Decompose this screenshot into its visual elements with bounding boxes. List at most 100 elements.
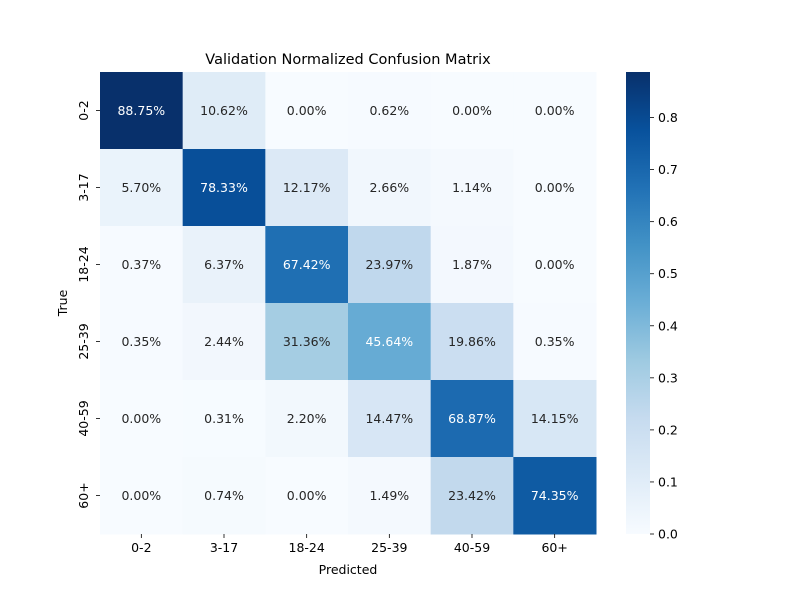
heatmap-cell: [182, 226, 266, 304]
y-tick-label: 60+: [76, 482, 91, 508]
cell-value-label: 0.00%: [287, 103, 327, 118]
colorbar: [626, 72, 650, 534]
cell-value-label: 12.17%: [283, 180, 331, 195]
cell-value-label: 0.62%: [369, 103, 409, 118]
cell-value-label: 1.49%: [369, 488, 409, 503]
colorbar-tick-label: 0.6: [658, 214, 678, 229]
heatmap-cell: [100, 380, 184, 458]
y-tick-label: 25-39: [76, 323, 91, 359]
cell-value-label: 0.00%: [287, 488, 327, 503]
y-tick-label: 18-24: [76, 246, 91, 282]
heatmap-cell: [513, 72, 597, 150]
x-tick-label: 40-59: [454, 540, 490, 555]
cell-value-label: 0.35%: [535, 334, 575, 349]
heatmap-cell: [513, 303, 597, 381]
x-tick-label: 18-24: [289, 540, 325, 555]
colorbar-tick-label: 0.8: [658, 110, 678, 125]
heatmap-cell: [348, 380, 432, 458]
x-tick-label: 0-2: [131, 540, 151, 555]
heatmap-cell: [513, 226, 597, 304]
colorbar-tick-label: 0.2: [658, 422, 678, 437]
cell-value-label: 45.64%: [365, 334, 413, 349]
heatmap-cell: [100, 72, 184, 150]
colorbar-tick-label: 0.3: [658, 370, 678, 385]
cell-value-label: 0.31%: [204, 411, 244, 426]
y-tick-label: 3-17: [76, 173, 91, 201]
cell-value-label: 67.42%: [283, 257, 331, 272]
heatmap-cell: [430, 457, 514, 535]
cell-value-label: 78.33%: [200, 180, 248, 195]
x-tick-label: 3-17: [210, 540, 238, 555]
x-tick-label: 60+: [541, 540, 567, 555]
cell-value-label: 0.00%: [535, 257, 575, 272]
cell-value-label: 0.74%: [204, 488, 244, 503]
heatmap-cell: [265, 226, 349, 304]
cell-value-label: 0.00%: [121, 488, 161, 503]
heatmap-cell: [348, 72, 432, 150]
heatmap-cell: [182, 303, 266, 381]
cell-value-label: 0.00%: [452, 103, 492, 118]
heatmap-cell: [513, 380, 597, 458]
heatmap-cell: [182, 457, 266, 535]
heatmap-cell: [182, 149, 266, 227]
colorbar-tick-label: 0.1: [658, 474, 678, 489]
x-axis-label: Predicted: [319, 562, 378, 577]
colorbar-tick-label: 0.5: [658, 266, 678, 281]
y-tick-label: 0-2: [76, 100, 91, 120]
colorbar-tick-label: 0.4: [658, 318, 678, 333]
heatmap-cell: [265, 72, 349, 150]
cell-value-label: 74.35%: [531, 488, 579, 503]
heatmap-cells: [100, 72, 597, 535]
heatmap-cell: [430, 380, 514, 458]
heatmap-cell: [265, 457, 349, 535]
cell-value-label: 6.37%: [204, 257, 244, 272]
heatmap-cell-labels: 88.75% 10.62% 0.00% 0.62% 0.00% 0.00% 5.70% 78.…: [117, 103, 578, 503]
heatmap-cell: [100, 457, 184, 535]
y-axis-ticks: 0-2 3-17 18-24 25-39 40-59 60+: [76, 100, 100, 509]
colorbar-tick-label: 0.0: [658, 527, 678, 542]
heatmap-cell: [100, 226, 184, 304]
heatmap-cell: [265, 303, 349, 381]
cell-value-label: 68.87%: [448, 411, 496, 426]
chart-title: Validation Normalized Confusion Matrix: [205, 52, 491, 68]
heatmap-cell: [513, 457, 597, 535]
heatmap-cell: [100, 149, 184, 227]
x-axis-ticks: 0-2 3-17 18-24 25-39 40-59 60+: [131, 534, 568, 555]
cell-value-label: 23.97%: [365, 257, 413, 272]
heatmap-cell: [348, 457, 432, 535]
heatmap-cell: [265, 380, 349, 458]
cell-value-label: 23.42%: [448, 488, 496, 503]
cell-value-label: 2.66%: [369, 180, 409, 195]
cell-value-label: 14.47%: [365, 411, 413, 426]
cell-value-label: 1.14%: [452, 180, 492, 195]
cell-value-label: 1.87%: [452, 257, 492, 272]
heatmap-cell: [430, 226, 514, 304]
heatmap-cell: [182, 380, 266, 458]
cell-value-label: 0.37%: [121, 257, 161, 272]
cell-value-label: 0.00%: [121, 411, 161, 426]
cell-value-label: 0.00%: [535, 180, 575, 195]
heatmap-cell: [430, 303, 514, 381]
heatmap-cell: [265, 149, 349, 227]
heatmap-cell: [348, 149, 432, 227]
colorbar-tick-label: 0.7: [658, 162, 678, 177]
cell-value-label: 5.70%: [121, 180, 161, 195]
cell-value-label: 88.75%: [117, 103, 165, 118]
heatmap-cell: [182, 72, 266, 150]
cell-value-label: 31.36%: [283, 334, 331, 349]
cell-value-label: 19.86%: [448, 334, 496, 349]
heatmap-cell: [348, 303, 432, 381]
cell-value-label: 2.44%: [204, 334, 244, 349]
cell-value-label: 0.35%: [121, 334, 161, 349]
heatmap-cell: [430, 149, 514, 227]
cell-value-label: 14.15%: [531, 411, 579, 426]
cell-value-label: 0.00%: [535, 103, 575, 118]
heatmap-cell: [348, 226, 432, 304]
y-axis-label: True: [55, 289, 70, 317]
colorbar-ticks: 0.0 0.1 0.2 0.3 0.4 0.5 0.6 0.7 0.8: [650, 110, 678, 542]
heatmap-cell: [100, 303, 184, 381]
cell-value-label: 2.20%: [287, 411, 327, 426]
cell-value-label: 10.62%: [200, 103, 248, 118]
